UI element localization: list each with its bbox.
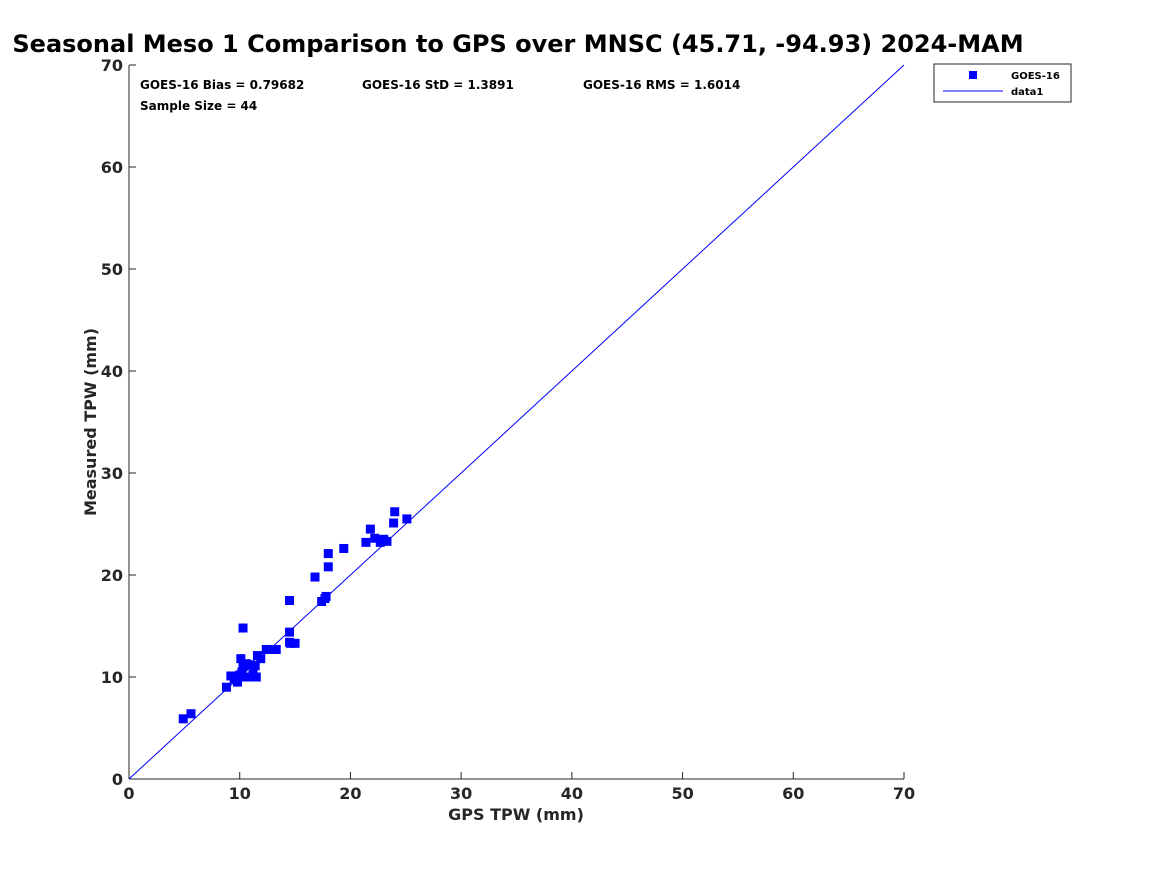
- data-point: [178, 714, 188, 724]
- data-point: [261, 644, 271, 654]
- y-tick-label: 20: [101, 566, 123, 585]
- statistics-annotations: GOES-16 Bias = 0.79682 GOES-16 StD = 1.3…: [140, 78, 740, 113]
- data-point: [233, 677, 242, 687]
- x-tick-label: 60: [782, 784, 804, 803]
- data-point: [186, 709, 196, 719]
- y-tick-label: 10: [101, 668, 123, 687]
- legend-label-data1: data1: [1011, 87, 1043, 98]
- x-tick-label: 40: [561, 784, 583, 803]
- data-point: [370, 533, 380, 543]
- legend-label-goes16: GOES-16: [1011, 71, 1060, 82]
- data-point: [285, 627, 295, 637]
- rms-annotation: GOES-16 RMS = 1.6014: [583, 78, 740, 92]
- data-point: [361, 537, 371, 547]
- std-annotation: GOES-16 StD = 1.3891: [362, 78, 514, 92]
- data-point: [402, 514, 412, 524]
- data-point: [290, 638, 300, 648]
- data-point: [285, 596, 295, 605]
- y-tick-label: 30: [101, 464, 123, 483]
- x-ticks: 0 10 20 30 40 50 60 70: [123, 772, 915, 803]
- x-tick-label: 10: [229, 784, 251, 803]
- y-tick-label: 0: [112, 770, 123, 789]
- x-tick-label: 50: [671, 784, 693, 803]
- data-point: [236, 654, 246, 664]
- data-point: [390, 507, 400, 517]
- sample-size-annotation: Sample Size = 44: [140, 99, 257, 113]
- data-point: [250, 661, 260, 671]
- data-point: [310, 572, 320, 582]
- legend-box: [933, 63, 1072, 103]
- x-tick-label: 0: [123, 784, 134, 803]
- data-point: [323, 562, 333, 572]
- y-tick-label: 50: [101, 260, 123, 279]
- data-point: [256, 654, 266, 664]
- chart-title: Seasonal Meso 1 Comparison to GPS over M…: [12, 30, 1023, 58]
- x-axis-label: GPS TPW (mm): [448, 805, 584, 824]
- y-ticks: 0 10 20 30 40 50 60 70: [101, 56, 136, 789]
- legend-marker-square-icon: [969, 71, 977, 79]
- data-point: [321, 591, 331, 601]
- data-point: [339, 543, 349, 553]
- data-point: [271, 644, 281, 654]
- data-point: [323, 549, 333, 559]
- x-tick-label: 30: [450, 784, 472, 803]
- data-point: [237, 667, 247, 677]
- x-tick-label: 70: [893, 784, 915, 803]
- y-tick-label: 70: [101, 56, 123, 75]
- x-tick-label: 20: [339, 784, 361, 803]
- data-point: [382, 536, 392, 546]
- data-point: [365, 524, 375, 534]
- series-goes16: [178, 507, 412, 724]
- bias-annotation: GOES-16 Bias = 0.79682: [140, 78, 304, 92]
- legend: GOES-16 data1: [933, 63, 1072, 103]
- y-tick-label: 40: [101, 362, 123, 381]
- data-point: [221, 682, 231, 692]
- data-point: [251, 672, 261, 682]
- y-tick-label: 60: [101, 158, 123, 177]
- y-axis-label: Measured TPW (mm): [81, 328, 100, 516]
- data-point: [389, 518, 399, 528]
- data-point: [238, 623, 248, 633]
